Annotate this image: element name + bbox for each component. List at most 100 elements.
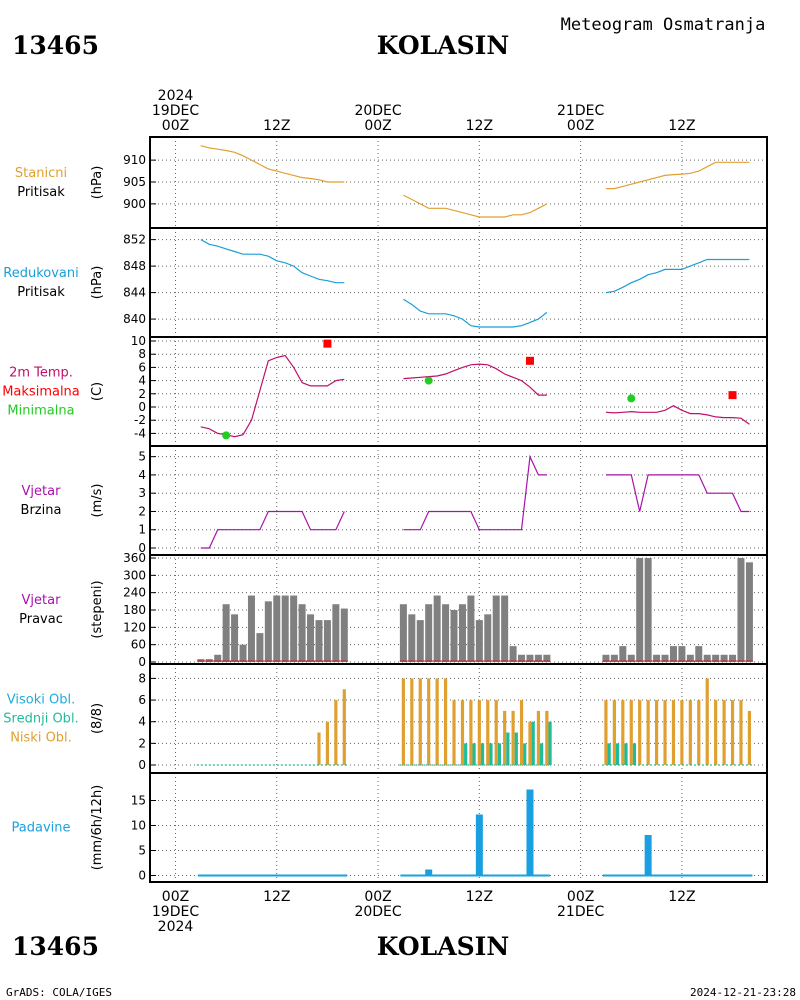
reduced-pressure-line (605, 258, 750, 294)
wind-direction-bar (399, 604, 407, 662)
low-cloud-bar (418, 678, 422, 765)
panel-label: Niski Obl. (10, 731, 72, 746)
reduced-pressure-line (403, 298, 548, 328)
y-tick-label: 60 (131, 638, 146, 652)
wind-speed-panel: 0 1 2 3 4 5 (m/s) Vjetar Brzina (21, 445, 768, 556)
y-tick-label: 2 (138, 736, 146, 750)
station-name-bottom: KOLASIN (377, 932, 509, 961)
unit-label: (stepeni) (90, 580, 105, 638)
y-tick-label: 848 (123, 259, 146, 273)
wind-direction-bar (610, 654, 618, 662)
wind-direction-bar (222, 604, 230, 662)
precip-bar (425, 869, 433, 876)
mid-cloud-bar (489, 743, 493, 765)
low-cloud-bar (427, 678, 431, 765)
wind-direction-bar (433, 595, 441, 662)
wind-speed-line (403, 454, 547, 531)
y-tick-label: -2 (134, 413, 146, 427)
mid-cloud-bar (540, 743, 544, 765)
wind-direction-bar (636, 558, 644, 662)
tmin-marker (627, 394, 636, 403)
low-cloud-bar (722, 700, 726, 765)
low-cloud-bar (654, 700, 659, 765)
wind-direction-bar (669, 646, 677, 662)
y-tick-label: 180 (123, 603, 146, 617)
wind-direction-bar (518, 654, 526, 662)
y-tick-label: 240 (123, 586, 146, 600)
panel-frame (149, 772, 768, 883)
low-cloud-bar (503, 710, 507, 765)
bottom-time-label: 00Z (567, 889, 594, 905)
tmax-marker (323, 339, 332, 348)
y-tick-label: 10 (131, 819, 146, 833)
chart-subtitle: Meteogram Osmatranja (561, 15, 766, 35)
low-cloud-bar (452, 700, 456, 765)
y-tick-label: 8 (138, 347, 146, 361)
wind-direction-bar (534, 654, 542, 662)
low-cloud-bar (621, 700, 625, 765)
mid-cloud-bar (607, 743, 611, 765)
y-tick-label: 4 (138, 468, 146, 482)
bottom-time-label: 12Z (668, 889, 695, 905)
mid-cloud-bar (472, 743, 476, 765)
low-cloud-bar (401, 678, 405, 765)
y-tick-label: 5 (138, 450, 146, 464)
panel-label: Redukovani (3, 266, 78, 281)
wind-direction-bar (425, 604, 433, 662)
wind-direction-bar (458, 604, 466, 662)
wind-direction-bar (720, 654, 728, 662)
y-tick-label: 900 (123, 197, 146, 211)
bottom-time-label: 00Z (364, 889, 391, 905)
temperature-line (403, 363, 547, 396)
footer-timestamp: 2024-12-21-23:28 (690, 986, 796, 999)
wind-direction-bar (281, 595, 289, 662)
wind-direction-bar (501, 595, 509, 662)
y-tick-label: 840 (123, 312, 146, 326)
mid-cloud-bar (632, 743, 637, 765)
unit-label: (m/s) (90, 484, 105, 518)
panels: 900905910(hPa)StanicniPritisak8408448488… (2, 136, 768, 883)
low-cloud-bar (747, 710, 752, 765)
precip-bar (475, 814, 483, 876)
wind-direction-bar (602, 654, 610, 662)
top-time-label: 20DEC (354, 103, 401, 119)
y-tick-label: 0 (138, 869, 146, 883)
y-tick-label: 8 (138, 671, 146, 685)
low-cloud-bar (519, 700, 524, 765)
mid-cloud-bar (480, 743, 485, 765)
panel-label: Pritisak (17, 185, 65, 200)
y-tick-label: 0 (138, 541, 146, 555)
panel-label: Maksimalna (2, 385, 80, 400)
top-time-label: 12Z (668, 118, 695, 134)
wind-speed-line (200, 510, 345, 549)
y-tick-label: 4 (138, 715, 146, 729)
wind-direction-bar (526, 654, 534, 662)
low-cloud-bar (646, 700, 650, 765)
low-cloud-bar (494, 700, 498, 765)
panel-label: Stanicni (15, 166, 67, 181)
low-cloud-bar (688, 700, 692, 765)
wind-direction-bar (256, 633, 264, 662)
low-cloud-bar (317, 732, 321, 765)
bottom-time-label: 21DEC (557, 904, 604, 920)
top-time-label: 2024 (158, 88, 194, 104)
panel-frame (149, 227, 768, 338)
unit-label: (8/8) (90, 703, 105, 734)
low-cloud-bar (435, 678, 439, 765)
station-id-top: 13465 (12, 31, 99, 60)
y-tick-label: -4 (134, 426, 146, 440)
bottom-time-label: 2024 (158, 919, 194, 935)
footer-source: GrADS: COLA/IGES (6, 986, 112, 999)
tmax-marker (525, 356, 534, 365)
wind-direction-bar (745, 562, 753, 662)
y-tick-label: 3 (138, 486, 146, 500)
mid-cloud-bar (624, 743, 628, 765)
y-tick-label: 905 (123, 175, 146, 189)
wind-direction-bar (678, 646, 686, 662)
y-tick-label: 1 (138, 523, 146, 537)
tmax-marker (728, 391, 737, 400)
wind-direction-bar (703, 654, 711, 662)
wind-direction-bar (264, 601, 272, 662)
reduced-pressure-line (200, 239, 345, 284)
